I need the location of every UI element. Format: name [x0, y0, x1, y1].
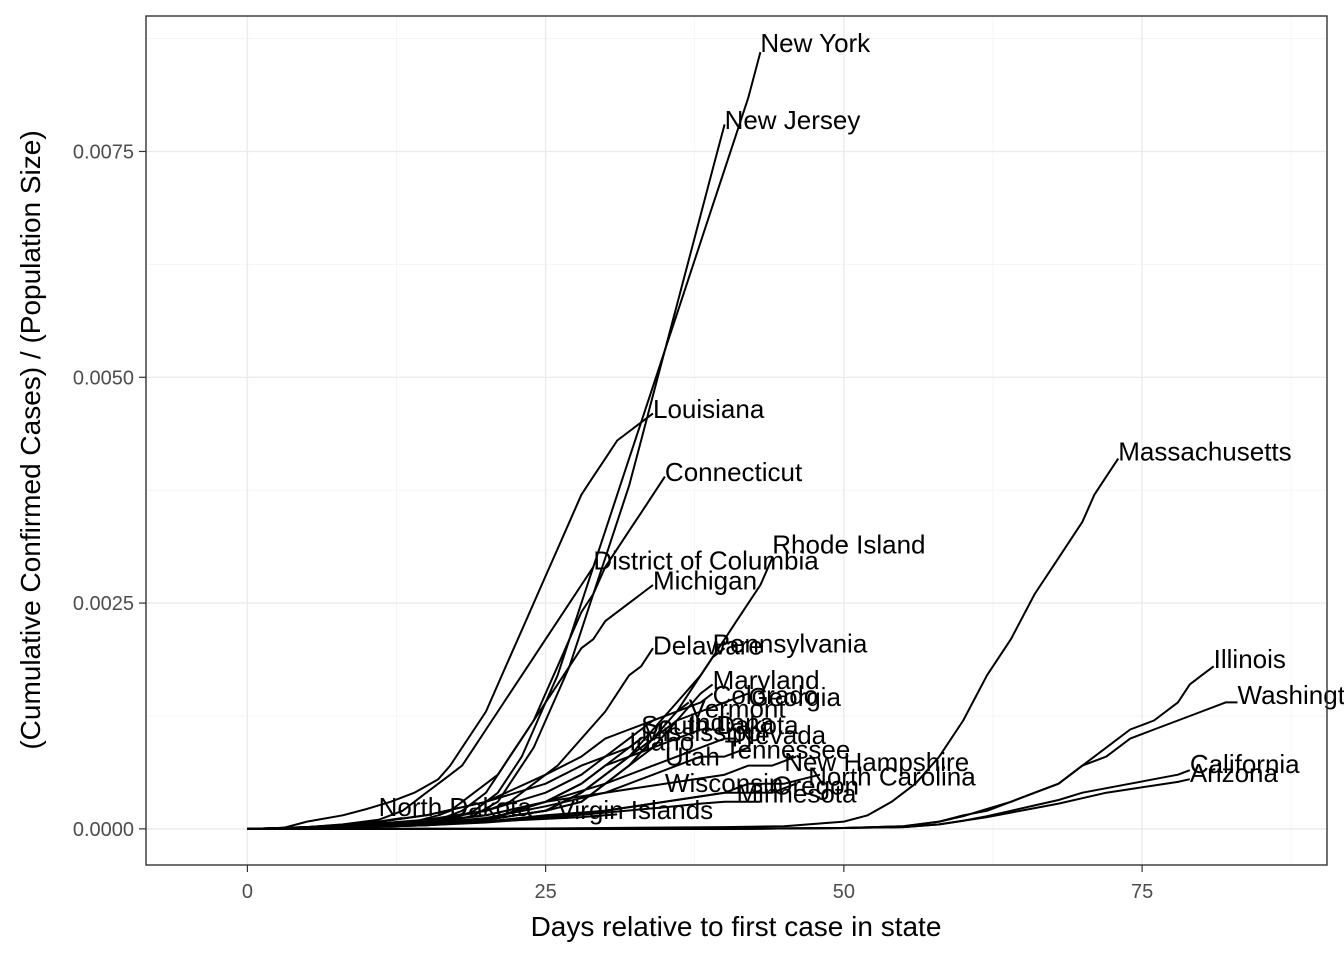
- series-line-virgin-islands: [247, 813, 618, 830]
- grid: [146, 16, 1327, 865]
- series-labels: New York New Jersey Louisiana Connecticut Ma…: [379, 28, 1344, 825]
- series-label-mississippi: Mississippi: [641, 717, 767, 747]
- axis-ticks: 0 25 50 75 0.0000 0.0025 0.0050 0.0075: [73, 141, 1153, 903]
- series-label-south-dakota: South Dakota: [641, 710, 799, 740]
- series-line-north-dakota: [247, 817, 403, 830]
- series-label-pennsylvania: Pennsylvania: [713, 629, 868, 659]
- series-label-illinois: Illinois: [1214, 644, 1286, 674]
- series-label-district-of-columbia: District of Columbia: [593, 546, 819, 576]
- series-label-california: California: [1190, 749, 1300, 779]
- series-label-washington: Washington: [1238, 680, 1344, 710]
- y-tick-label: 0.0075: [73, 141, 134, 163]
- x-axis-label: Days relative to first case in state: [531, 911, 942, 942]
- series-label-arizona: Arizona: [1190, 758, 1279, 788]
- series-label-oregon: Oregon: [772, 771, 859, 801]
- series-label-maryland: Maryland: [713, 665, 820, 695]
- series-label-new-york: New York: [760, 28, 871, 58]
- y-axis-label: (Cumulative Confirmed Cases) / (Populati…: [15, 130, 46, 749]
- series-label-new-hampshire: New Hampshire: [784, 747, 969, 777]
- series-label-delaware: Delaware: [653, 631, 763, 661]
- series-label-indiana: Indiana: [689, 707, 775, 737]
- series-label-minnesota: Minnesota: [737, 779, 857, 809]
- series-label-virgin-islands: Virgin Islands: [558, 795, 714, 825]
- series-label-nevada: Nevada: [737, 720, 827, 750]
- series-label-connecticut: Connecticut: [665, 457, 803, 487]
- y-tick-label: 0.0025: [73, 593, 134, 615]
- series-line-massachusetts: [247, 458, 1120, 830]
- series-label-georgia: Georgia: [748, 682, 841, 712]
- x-tick-label: 75: [1131, 881, 1153, 903]
- series-label-utah: Utah: [665, 742, 720, 772]
- series-label-idaho: Idaho: [629, 726, 694, 756]
- series-label-north-dakota: North Dakota: [379, 792, 533, 822]
- series-label-colorado: Colorado: [713, 680, 819, 710]
- series-label-new-jersey: New Jersey: [725, 105, 861, 135]
- series-label-rhode-island: Rhode Island: [772, 529, 925, 559]
- series-label-north-carolina: North Carolina: [808, 761, 976, 791]
- x-tick-label: 50: [833, 881, 855, 903]
- series-label-wisconsin: Wisconsin: [665, 768, 783, 798]
- plot-border: [145, 15, 1328, 866]
- x-tick-label: 25: [535, 881, 557, 903]
- series-label-michigan: Michigan: [653, 565, 757, 595]
- series-label-tennessee: Tennessee: [725, 734, 851, 764]
- series-line-district-of-columbia: [247, 566, 595, 830]
- series-line-arizona: [247, 778, 1191, 830]
- y-tick-label: 0.0000: [73, 819, 134, 841]
- y-tick-label: 0.0050: [73, 367, 134, 389]
- series-lines: [247, 51, 1238, 830]
- plot-background: [146, 16, 1327, 865]
- series-label-massachusetts: Massachusetts: [1118, 436, 1291, 466]
- x-tick-label: 0: [242, 881, 253, 903]
- series-line-louisiana: [247, 412, 654, 830]
- series-label-vermont: Vermont: [689, 694, 787, 724]
- series-label-louisiana: Louisiana: [653, 394, 765, 424]
